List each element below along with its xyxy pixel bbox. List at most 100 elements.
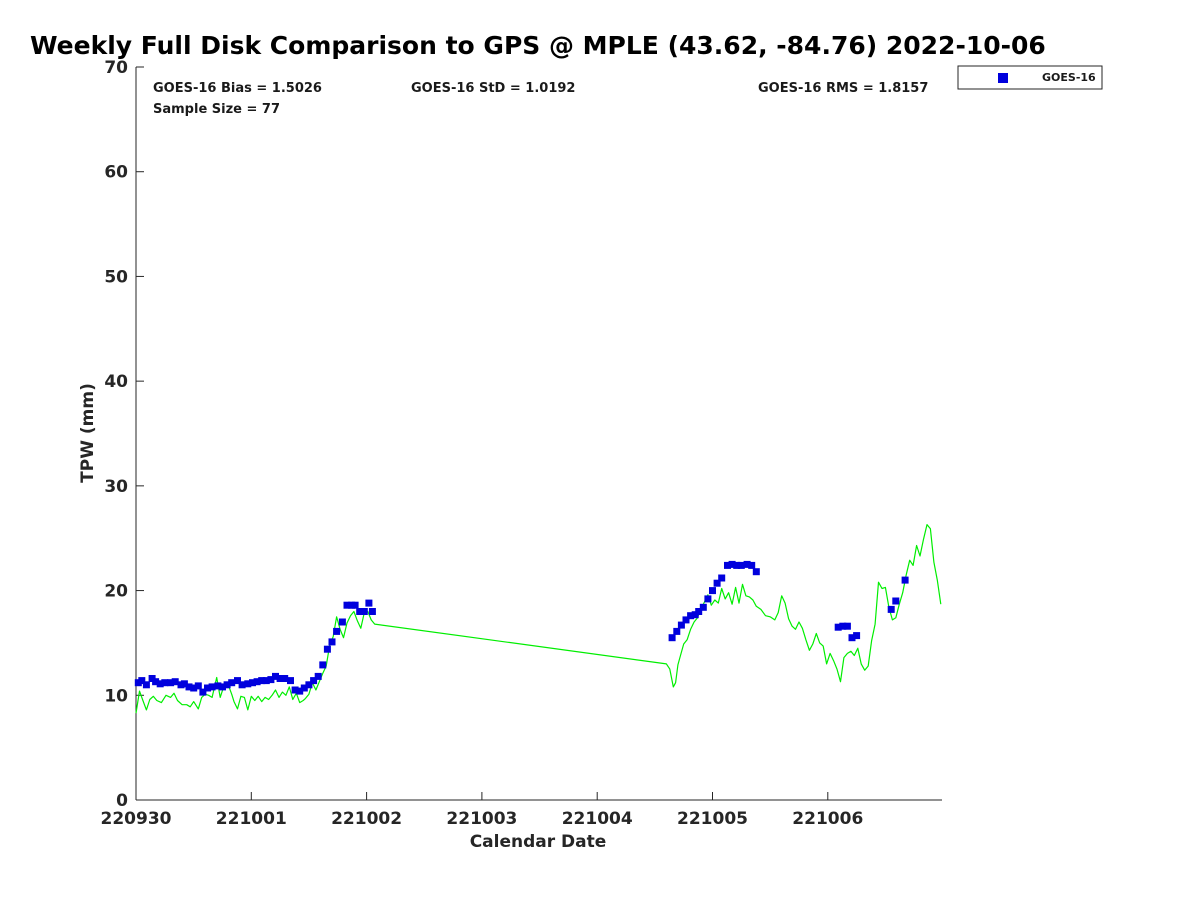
goes16-point: [737, 561, 745, 569]
goes16-point: [219, 683, 226, 691]
goes16-point: [287, 677, 294, 685]
goes16-point: [171, 678, 179, 686]
goes16-point: [699, 603, 707, 611]
goes16-point: [305, 681, 313, 689]
goes16-point: [314, 672, 322, 680]
goes16-point: [695, 608, 703, 615]
x-tick-label: 221001: [216, 809, 287, 829]
goes16-point: [673, 627, 681, 635]
plot-background: [136, 67, 942, 800]
goes16-point: [356, 608, 364, 615]
x-axis-label: Calendar Date: [470, 832, 607, 852]
goes16-point: [281, 675, 289, 682]
goes16-point: [365, 599, 373, 607]
goes16-point: [901, 576, 909, 584]
goes16-point: [180, 680, 188, 688]
y-axis-ticks: 0 10 20 30 40 50 60 70: [104, 58, 144, 811]
x-tick-label: 220930: [101, 809, 172, 829]
goes16-point: [704, 595, 712, 603]
goes16-point: [185, 683, 193, 691]
y-tick-label: 50: [104, 267, 128, 287]
y-axis-label: TPW (mm): [78, 383, 98, 483]
legend: GOES-16: [957, 65, 1103, 90]
goes16-point: [834, 623, 842, 631]
goes16-point: [743, 560, 751, 568]
y-tick-label: 10: [104, 686, 128, 706]
plot-area: [135, 67, 942, 801]
goes16-scatter-series: [134, 560, 909, 696]
goes16-point: [668, 634, 676, 642]
goes16-point: [296, 687, 304, 695]
goes16-point: [677, 621, 685, 629]
goes16-point: [238, 681, 246, 689]
goes16-point: [887, 605, 895, 613]
goes16-point: [360, 608, 368, 615]
goes16-point: [853, 632, 861, 640]
goes16-point: [199, 688, 207, 696]
goes16-point: [214, 682, 222, 690]
goes16-point: [713, 579, 721, 587]
goes16-point: [267, 676, 275, 684]
goes16-point: [892, 597, 900, 605]
goes16-point: [156, 680, 164, 688]
chart-title: Weekly Full Disk Comparison to GPS @ MPL…: [30, 31, 1046, 60]
legend-marker-goes16: [998, 73, 1008, 83]
goes16-point: [351, 601, 359, 609]
goes16-point: [843, 622, 851, 630]
rms-stat: GOES-16 RMS = 1.8157: [758, 81, 928, 96]
x-tick-label: 221002: [331, 809, 402, 829]
std-stat: GOES-16 StD = 1.0192: [411, 81, 575, 96]
goes16-point: [194, 682, 202, 690]
goes16-point: [276, 675, 284, 682]
y-tick-label: 40: [104, 372, 128, 392]
goes16-point: [333, 627, 341, 635]
goes16-point: [724, 561, 731, 569]
goes16-point: [262, 677, 270, 685]
y-tick-label: 60: [104, 163, 128, 183]
x-tick-label: 221004: [562, 809, 633, 829]
goes16-point: [253, 678, 261, 686]
y-tick-label: 30: [104, 477, 128, 497]
x-tick-label: 221005: [677, 809, 748, 829]
gps-tpw-line: [135, 523, 942, 714]
legend-label-goes16: GOES-16: [1042, 71, 1096, 84]
goes16-point: [234, 677, 241, 685]
goes16-point: [687, 612, 695, 620]
goes16-point: [733, 561, 741, 569]
goes16-point: [152, 678, 160, 686]
goes16-point: [748, 561, 756, 569]
y-tick-label: 20: [104, 582, 128, 602]
goes16-point: [258, 677, 266, 685]
goes16-point: [839, 622, 847, 630]
x-axis-ticks: 220930 221001 221002 221003 221004 221005 2210…: [101, 792, 863, 829]
goes16-point: [718, 574, 726, 582]
goes16-point: [291, 686, 299, 694]
goes16-point: [848, 634, 856, 642]
goes16-point: [167, 679, 175, 687]
goes16-point: [272, 672, 279, 680]
goes16-point: [228, 679, 236, 687]
goes16-point: [249, 679, 256, 687]
goes16-point: [709, 587, 716, 595]
goes16-point: [223, 681, 231, 689]
x-tick-label: 221003: [446, 809, 517, 829]
y-tick-label: 0: [116, 791, 128, 811]
sample-size-stat: Sample Size = 77: [153, 102, 280, 117]
goes16-point: [323, 645, 331, 653]
x-tick-label: 221006: [792, 809, 863, 829]
y-tick-label: 70: [104, 58, 128, 78]
goes16-point: [368, 608, 376, 615]
goes16-point: [204, 684, 211, 692]
goes16-point: [728, 560, 736, 568]
goes16-point: [338, 618, 346, 626]
bias-stat: GOES-16 Bias = 1.5026: [153, 81, 322, 96]
goes16-point: [310, 677, 318, 685]
goes16-point: [190, 684, 198, 692]
goes16-point: [161, 679, 169, 687]
goes16-point: [343, 601, 351, 609]
goes16-point: [138, 677, 146, 685]
legend-box: [957, 65, 1103, 90]
goes16-point: [328, 638, 336, 646]
gps-line-series: [135, 523, 942, 714]
